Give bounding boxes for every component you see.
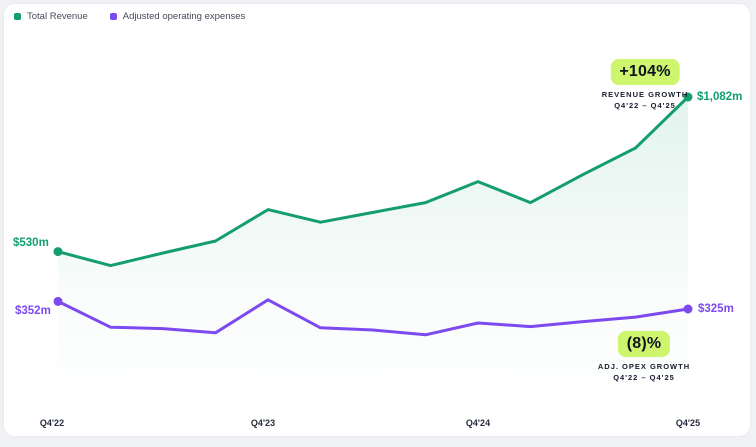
revenue-growth-period: Q4'22 – Q4'25 bbox=[614, 100, 676, 110]
revenue-swatch-icon bbox=[14, 13, 21, 21]
opex-growth-title: ADJ. OPEX GROWTH bbox=[597, 362, 691, 371]
revenue-start-dot bbox=[53, 247, 63, 257]
revenue-growth-annotation: +104% REVENUE GROWTH Q4'22 – Q4'25 bbox=[602, 59, 689, 111]
x-tick-q4-24: Q4'24 bbox=[465, 418, 491, 428]
opex-start-value-label: $352m bbox=[15, 305, 51, 317]
x-tick-q4-25: Q4'25 bbox=[675, 418, 701, 428]
revenue-end-dot bbox=[683, 92, 693, 102]
legend-label: Adjusted operating expenses bbox=[122, 11, 246, 22]
opex-line bbox=[56, 298, 690, 337]
revenue-start-value-label: $530m bbox=[13, 237, 49, 249]
legend-label: Total Revenue bbox=[27, 11, 88, 22]
legend: Total Revenue Adjusted operating expense… bbox=[14, 12, 245, 22]
revenue-area bbox=[58, 97, 688, 400]
opex-growth-period: Q4'22 – Q4'25 bbox=[613, 372, 675, 382]
revenue-growth-title: REVENUE GROWTH bbox=[601, 90, 689, 99]
x-tick-q4-23: Q4'23 bbox=[250, 418, 276, 428]
legend-item-adjusted-operating-expenses[interactable]: Adjusted operating expenses bbox=[109, 11, 246, 22]
revenue-growth-badge: +104% bbox=[610, 59, 680, 85]
legend-item-total-revenue[interactable]: Total Revenue bbox=[14, 12, 88, 22]
x-tick-q4-22: Q4'22 bbox=[39, 418, 65, 428]
revenue-end-value-label: $1,082m bbox=[697, 91, 743, 103]
opex-swatch-icon bbox=[109, 13, 117, 21]
opex-end-dot bbox=[683, 304, 693, 314]
opex-start-dot bbox=[53, 296, 63, 306]
revenue-line bbox=[56, 95, 690, 268]
opex-growth-badge: (8)% bbox=[617, 331, 671, 357]
opex-end-value-label: $325m bbox=[698, 303, 734, 315]
opex-growth-annotation: (8)% ADJ. OPEX GROWTH Q4'22 – Q4'25 bbox=[598, 331, 690, 383]
